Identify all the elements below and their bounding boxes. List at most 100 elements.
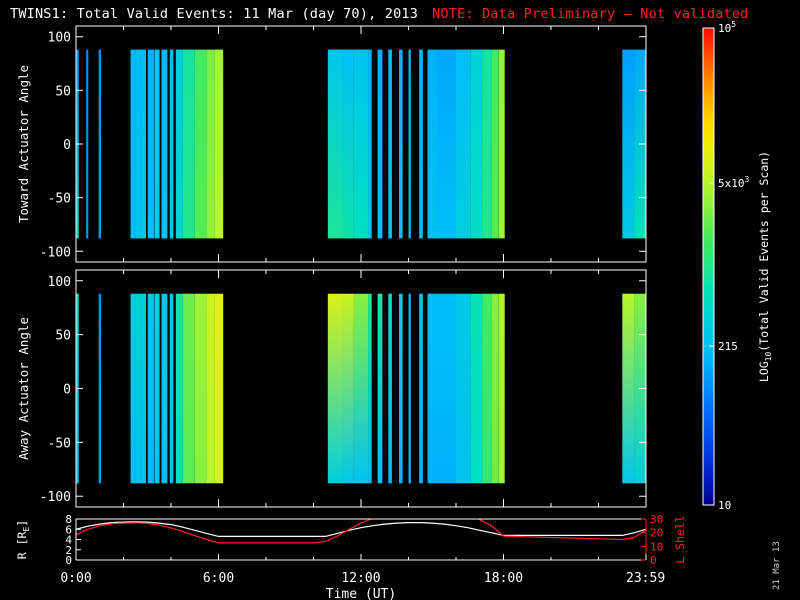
- toward-data-column: [86, 49, 89, 239]
- away-data-column: [206, 293, 215, 484]
- away-data-column: [135, 293, 141, 484]
- away-data-column: [419, 293, 423, 484]
- away-data-column: [427, 293, 437, 484]
- cbar-tick-label: 215: [718, 340, 738, 353]
- ephem-ytick-label-left: 6: [65, 523, 72, 536]
- cbar-tick-exponent: 3: [745, 175, 750, 184]
- toward-data-column: [622, 49, 635, 239]
- toward-data-column: [169, 49, 174, 239]
- r-distance-line: [76, 521, 646, 538]
- toward-data-column: [377, 49, 383, 239]
- toward-data-column: [147, 49, 154, 239]
- title-main: TWINS1: Total Valid Events: 11 Mar (day …: [10, 6, 419, 22]
- ephem-ylabel-subscript: E: [22, 527, 31, 532]
- away-data-column: [491, 293, 499, 484]
- toward-data-column: [161, 49, 168, 239]
- away-data-column: [154, 293, 160, 484]
- ephem-ylabel-text: R [R: [15, 531, 29, 559]
- toward-data-column: [154, 49, 160, 239]
- cbar-tick-label: 5x103: [718, 175, 750, 190]
- toward-data-column: [456, 49, 471, 239]
- cbar-tick-base: 10: [718, 22, 731, 35]
- cbar-tick-base: 215: [718, 340, 738, 353]
- ephem-xtick-label: 0:00: [60, 571, 91, 586]
- l-shell-line: [76, 519, 646, 544]
- ephem-series-group: [76, 519, 646, 544]
- toward-data-column: [427, 49, 437, 239]
- toward-data-column: [368, 49, 372, 239]
- toward-data-column: [130, 49, 136, 239]
- toward-data-column: [470, 49, 483, 239]
- cbar-label-prefix: LOG: [757, 361, 771, 382]
- ephem-ytick-label-right: 10: [650, 540, 663, 553]
- away-data-column: [622, 293, 635, 484]
- ephem-ytick-label-left: 4: [65, 534, 72, 547]
- away-ylabel: Away Actuator Angle: [16, 317, 31, 460]
- away-data-column: [456, 293, 471, 484]
- toward-data-column: [437, 49, 456, 239]
- toward-data-column: [214, 49, 224, 239]
- ephem-xtick-label: 18:00: [484, 571, 523, 586]
- ephem-ylabel-suffix: ]: [15, 520, 29, 527]
- away-ytick-label: 100: [48, 275, 71, 290]
- toward-data-column: [408, 49, 411, 239]
- away-data-column: [130, 293, 136, 484]
- ephem-ytick-label-left: 0: [65, 554, 72, 567]
- toward-data-column: [353, 49, 369, 239]
- ephem-ytick-label-right: 0: [650, 554, 657, 567]
- away-ytick-label: -100: [40, 490, 71, 505]
- ephem-xtick-label: 6:00: [203, 571, 234, 586]
- toward-ytick-label: 0: [63, 138, 71, 153]
- away-data-column: [399, 293, 403, 484]
- away-data-column: [140, 293, 146, 484]
- toward-data-column: [98, 49, 101, 239]
- away-ytick-label: 50: [55, 329, 71, 344]
- away-data-column: [498, 293, 505, 484]
- cbar-label: LOG10(Total Valid Events per Scan): [757, 151, 773, 382]
- title-note: NOTE: Data Preliminary — Not validated: [432, 6, 749, 22]
- ephem-xtick-label: 12:00: [341, 571, 380, 586]
- away-data-column: [214, 293, 224, 484]
- toward-data-column: [491, 49, 499, 239]
- away-data-column: [368, 293, 372, 484]
- toward-data-column: [482, 49, 492, 239]
- away-data-column: [327, 293, 343, 484]
- toward-data-column: [327, 49, 343, 239]
- away-data-column: [98, 293, 101, 484]
- toward-data-column: [342, 49, 354, 239]
- away-data-column: [388, 293, 392, 484]
- away-ytick-label: -50: [48, 436, 71, 451]
- cbar-tick-label: 105: [718, 20, 736, 35]
- away-data-column: [175, 293, 183, 484]
- away-data-column: [161, 293, 168, 484]
- ephem-xlabel: Time (UT): [326, 587, 396, 600]
- away-data-column: [147, 293, 154, 484]
- away-data-column: [194, 293, 207, 484]
- ephem-ylabel-left: R [RE]: [15, 520, 31, 559]
- toward-data-column: [419, 49, 423, 239]
- ephem-ytick-label-right: 30: [650, 513, 663, 526]
- ephem-ytick-label-left: 8: [65, 513, 72, 526]
- toward-data-column: [498, 49, 505, 239]
- toward-ytick-label: -100: [40, 245, 71, 260]
- toward-data-column: [388, 49, 392, 239]
- figure-title: TWINS1: Total Valid Events: 11 Mar (day …: [10, 6, 749, 22]
- away-data-column: [437, 293, 456, 484]
- away-data-column: [470, 293, 483, 484]
- cbar-tick-base: 10: [718, 499, 731, 512]
- away-data-column: [377, 293, 383, 484]
- cbar-label-suffix: (Total Valid Events per Scan): [757, 151, 771, 352]
- ephem-ylabel-right: L Shell: [673, 515, 687, 563]
- away-heatmap-panel: 100 50 0 -50 -100 Away Actuator Angle: [16, 269, 647, 508]
- ephem-ytick-label-left: 2: [65, 544, 72, 557]
- toward-ytick-label: -50: [48, 192, 71, 207]
- cbar-bar: [702, 27, 715, 506]
- ephem-xtick-label: 23:59: [626, 571, 665, 586]
- toward-data-column: [194, 49, 207, 239]
- away-data-column: [408, 293, 411, 484]
- cbar-label-subscript: 10: [764, 352, 773, 362]
- date-stamp: 21 Mar 13: [772, 541, 782, 590]
- away-ytick-label: 0: [63, 383, 71, 398]
